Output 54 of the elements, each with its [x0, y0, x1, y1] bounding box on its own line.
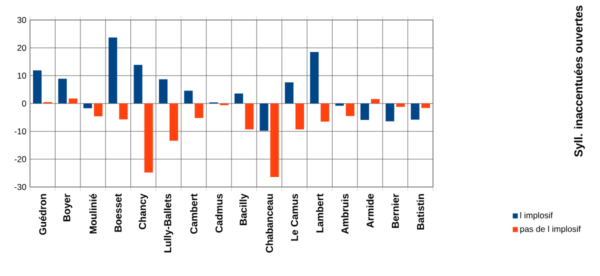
bar — [371, 99, 380, 104]
x-tick-label: Cambert — [190, 194, 198, 234]
x-tick-label: Guédron — [38, 194, 46, 235]
bar — [270, 104, 279, 177]
x-tick-label: Bernier — [392, 194, 399, 228]
bar — [184, 90, 193, 104]
x-tick-label: Boesset — [114, 194, 122, 232]
bar — [310, 52, 319, 104]
bar — [421, 104, 430, 108]
bar — [83, 104, 92, 108]
bar — [284, 82, 294, 104]
bar — [68, 98, 78, 104]
y-tick-label: 30 — [17, 17, 26, 24]
y-tick-label: -10 — [14, 128, 26, 134]
bar — [360, 104, 370, 120]
x-tick-label: Armide — [366, 194, 374, 228]
bar — [320, 104, 330, 122]
y-tick-label: 10 — [18, 72, 26, 79]
x-tick-label: Bacilly — [239, 194, 249, 226]
bar — [396, 104, 405, 107]
bar — [108, 38, 118, 104]
bar — [144, 104, 153, 173]
y-tick-label: -20 — [14, 156, 26, 162]
y-tick-label: -30 — [14, 184, 26, 190]
y-tick-label: 20 — [17, 44, 26, 51]
bar — [194, 104, 204, 118]
bar — [346, 104, 354, 116]
x-tick-label: Ambruis — [341, 194, 349, 234]
x-tick-label: Moulinié — [89, 194, 97, 234]
bar — [245, 104, 254, 130]
x-tick-label: Boyer — [63, 194, 72, 222]
legend-label: pas de l implosif — [520, 226, 581, 234]
x-tick-label: Batistin — [416, 194, 424, 230]
x-tick-label: Cadmus — [215, 194, 223, 233]
bar — [260, 104, 268, 131]
legend-label: l implosif — [520, 212, 553, 220]
text: Syll. inaccentuées ouvertes — [574, 6, 585, 157]
bar — [119, 104, 128, 120]
bar — [386, 104, 394, 122]
x-tick-label: Chabanceau — [266, 194, 273, 253]
bar — [134, 64, 142, 104]
x-tick-label: Lully-Ballets — [164, 194, 174, 252]
bar — [234, 93, 244, 104]
bar — [58, 78, 67, 104]
x-tick-label: Le Camus — [290, 194, 298, 241]
x-tick-label: Chancy — [138, 194, 148, 230]
y-tick-label: 0 — [22, 100, 26, 107]
bar — [94, 104, 103, 116]
bar — [295, 104, 304, 130]
bar — [33, 70, 42, 104]
bar — [158, 79, 168, 104]
bar — [410, 104, 420, 120]
x-tick-label: Lambert — [316, 194, 324, 232]
bar — [170, 104, 178, 141]
